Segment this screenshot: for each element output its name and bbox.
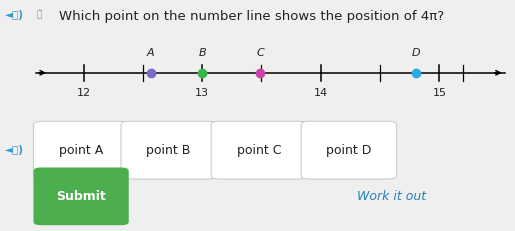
Text: Work it out: Work it out [357, 190, 426, 203]
Text: B: B [198, 48, 206, 58]
Text: point D: point D [326, 144, 372, 157]
FancyBboxPatch shape [121, 121, 216, 179]
FancyBboxPatch shape [211, 121, 306, 179]
Text: Submit: Submit [56, 190, 106, 203]
Text: 14: 14 [314, 88, 328, 98]
Text: A: A [147, 48, 154, 58]
Text: ◄⦸): ◄⦸) [5, 10, 24, 20]
Text: point B: point B [146, 144, 191, 157]
Text: Ⓐ́: Ⓐ́ [36, 10, 41, 20]
Text: point C: point C [236, 144, 281, 157]
FancyBboxPatch shape [33, 167, 129, 225]
FancyBboxPatch shape [33, 121, 129, 179]
FancyBboxPatch shape [301, 121, 397, 179]
Text: D: D [411, 48, 420, 58]
Text: Which point on the number line shows the position of 4π?: Which point on the number line shows the… [59, 10, 444, 23]
Text: 15: 15 [433, 88, 447, 98]
Text: C: C [256, 48, 264, 58]
Text: 12: 12 [76, 88, 91, 98]
Text: 13: 13 [195, 88, 209, 98]
Text: point A: point A [59, 144, 103, 157]
Text: ◄⦸): ◄⦸) [5, 145, 24, 155]
